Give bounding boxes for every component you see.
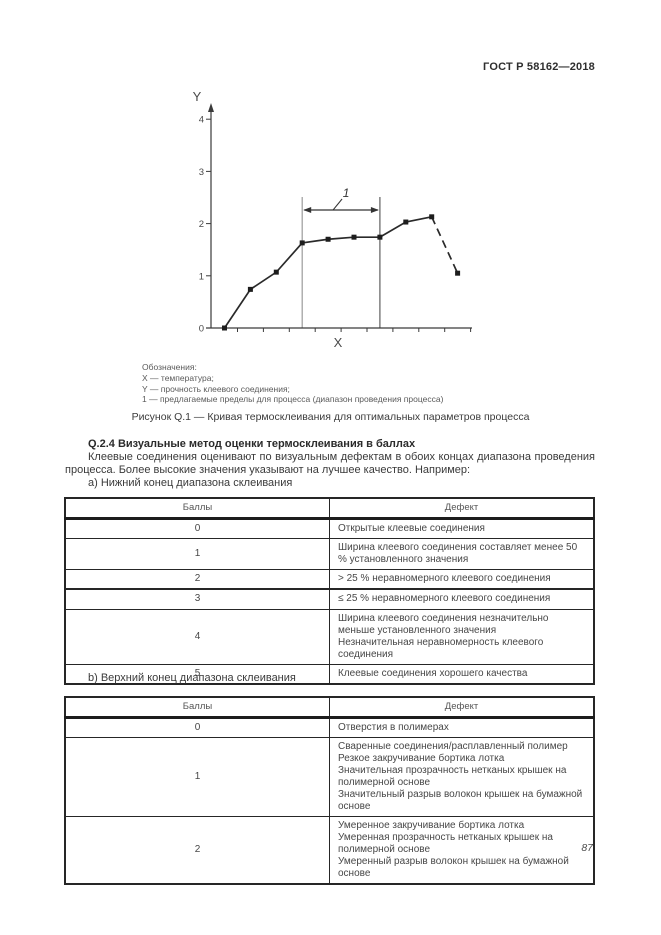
data-point-marker — [429, 214, 435, 220]
range-arrowhead-left — [303, 207, 312, 213]
defect-line: Значительный разрыв волокон крышек на бу… — [338, 788, 583, 812]
defect-cell: Клеевые соединения хорошего качества — [329, 663, 595, 685]
legend-item-1: 1 — предлагаемые пределы для процесса (д… — [142, 394, 444, 405]
defect-line: Значительная прозрачность нетканых крыше… — [338, 764, 567, 788]
y-axis-arrowhead — [208, 103, 214, 112]
y-tick-label: 2 — [199, 219, 204, 230]
defect-cell: Ширина клеевого соединения незначительно… — [329, 608, 595, 665]
score-cell: 2 — [64, 815, 330, 884]
y-axis-label: Y — [193, 89, 202, 104]
table-upper-range: Баллы Дефект 0 Отверстия в полимерах 1 Свар… — [64, 696, 595, 885]
defect-line: Незначительная неравномерность клеевого … — [338, 636, 544, 660]
defect-cell: ≤ 25 % неравномерного клеевого соединени… — [329, 588, 595, 610]
table-row: 1 Ширина клеевого соединения составляет м… — [64, 537, 595, 570]
data-point-marker — [351, 234, 357, 240]
score-cell: 2 — [64, 568, 330, 590]
defect-line: Отверстия в полимерах — [338, 721, 449, 733]
table-row: 4 Ширина клеевого соединения незначительн… — [64, 608, 595, 665]
score-cell: 0 — [64, 517, 330, 539]
heat-sealing-curve-chart: 1 0 1 2 3 4 Y X — [193, 89, 472, 350]
column-header-score: Баллы — [64, 497, 330, 520]
figure-legend: Обозначения: X — температура; Y — прочно… — [142, 362, 443, 405]
legend-item-x: X — температура; — [142, 372, 214, 383]
defect-cell: > 25 % неравномерного клеевого соединени… — [329, 568, 595, 590]
data-point-marker — [247, 286, 253, 292]
y-tick-label: 0 — [199, 324, 204, 335]
table-row: 2 > 25 % неравномерного клеевого соединен… — [64, 568, 595, 590]
data-line-solid — [223, 215, 432, 329]
defect-line: Умеренный разрыв волокон крышек на бумаж… — [338, 855, 569, 879]
table-row: 0 Отверстия в полимерах — [64, 716, 595, 738]
y-tick-label: 3 — [199, 167, 204, 178]
data-point-marker — [325, 236, 331, 242]
defect-line: Ширина клеевого соединения незначительно… — [338, 612, 549, 636]
defect-line: Ширина клеевого соединения составляет ме… — [338, 541, 578, 565]
list-item-a: a) Нижний конец диапазона склеивания — [88, 477, 293, 489]
defect-line: Сваренные соединения/расплавленный полим… — [338, 740, 568, 752]
document-number: ГОСТ Р 58162—2018 — [483, 61, 595, 73]
list-item-b: b) Верхний конец диапазона склеивания — [88, 672, 296, 684]
range-label: 1 — [343, 186, 350, 200]
defect-line: ≤ 25 % неравномерного клеевого соединени… — [338, 593, 551, 605]
defect-cell: Открытые клеевые соединения — [329, 517, 595, 539]
column-header-score: Баллы — [64, 696, 330, 719]
body-paragraph: Клеевые соединения оценивают по визуальн… — [65, 451, 595, 476]
data-point-marker — [377, 234, 383, 240]
score-cell: 5 — [64, 663, 330, 685]
defect-line: Умеренное закручивание бортика лотка — [338, 819, 525, 831]
defect-cell: Ширина клеевого соединения составляет ме… — [329, 537, 595, 570]
column-header-defect: Дефект — [329, 497, 595, 520]
defect-line: Клеевые соединения хорошего качества — [338, 667, 528, 679]
defect-line: Открытые клеевые соединения — [338, 522, 485, 534]
figure-caption: Рисунок Q.1 — Кривая термосклеивания для… — [131, 411, 530, 423]
page-number: 87 — [581, 842, 593, 854]
legend-item-y: Y — прочность клеевого соединения; — [142, 383, 290, 394]
table-row: 5 Клеевые соединения хорошего качества — [64, 663, 595, 685]
data-point-marker — [455, 270, 461, 276]
defect-cell: Умеренное закручивание бортика лотка Умер… — [329, 815, 595, 884]
defect-cell: Отверстия в полимерах — [329, 716, 595, 738]
defect-cell: Сваренные соединения/расплавленный полим… — [329, 736, 595, 817]
defect-line: Резкое закручивание бортика лотка — [338, 752, 505, 764]
table-row: 1 Сваренные соединения/расплавленный поли… — [64, 736, 595, 817]
data-line-dashed — [430, 216, 459, 274]
table-header-row: Баллы Дефект — [64, 497, 595, 520]
table-header-row: Баллы Дефект — [64, 696, 595, 719]
x-axis-label: X — [334, 335, 343, 350]
table-lower-range: Баллы Дефект 0 Открытые клеевые соединени… — [64, 497, 595, 685]
defect-line: Умеренная прозрачность нетканых крышек н… — [338, 831, 553, 855]
y-tick-label: 4 — [199, 115, 204, 126]
section-heading: Q.2.4 Визуальные метод оценки термосклеи… — [88, 438, 416, 450]
score-cell: 4 — [64, 608, 330, 665]
table-row: 2 Умеренное закручивание бортика лотка Уме… — [64, 815, 595, 884]
range-arrowhead-right — [370, 207, 379, 213]
table-row: 3 ≤ 25 % неравномерного клеевого соединен… — [64, 588, 595, 610]
legend-title: Обозначения: — [142, 362, 197, 372]
score-cell: 1 — [64, 736, 330, 817]
score-cell: 3 — [64, 588, 330, 610]
y-tick-label: 1 — [199, 271, 204, 282]
score-cell: 0 — [64, 716, 330, 738]
column-header-defect: Дефект — [329, 696, 595, 719]
defect-line: > 25 % неравномерного клеевого соединени… — [338, 572, 551, 584]
score-cell: 1 — [64, 537, 330, 570]
table-row: 0 Открытые клеевые соединения — [64, 517, 595, 539]
data-point-marker — [299, 240, 305, 246]
range-label-leader — [332, 198, 343, 211]
data-point-marker — [273, 269, 279, 275]
data-point-marker — [403, 219, 409, 225]
data-point-marker — [222, 325, 227, 331]
